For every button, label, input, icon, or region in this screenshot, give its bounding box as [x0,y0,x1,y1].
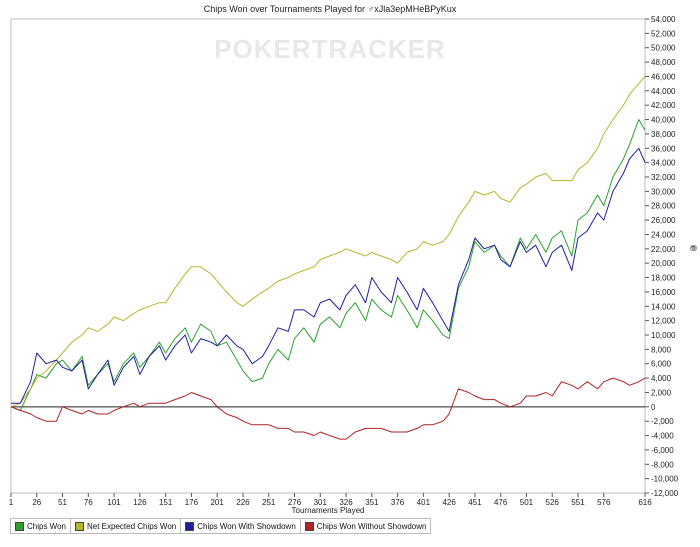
y-tick-label: -2,000 [651,417,674,426]
y-tick-label: 26,000 [651,216,676,225]
x-tick-label: 176 [185,498,199,507]
y-tick-label: 32,000 [651,173,676,182]
x-tick-label: 201 [210,498,224,507]
legend-label: Chips Won Without Showdown [316,521,427,531]
x-tick-label: 401 [417,498,431,507]
y-tick-label: 38,000 [651,130,676,139]
x-tick-label: 351 [365,498,379,507]
y-tick-label: 18,000 [651,274,676,283]
x-tick-label: 151 [159,498,173,507]
y-tick-label: 2,000 [651,388,672,397]
y-tick-label: 8,000 [651,345,672,354]
y-tick-label: 30,000 [651,187,676,196]
y-tick-label: 28,000 [651,202,676,211]
legend-item[interactable]: Chips Won Without Showdown [299,518,432,534]
x-tick-label: 501 [520,498,534,507]
y-tick-label: -8,000 [651,460,674,469]
x-tick-label: 226 [236,498,250,507]
x-tick-label: 301 [314,498,328,507]
legend-label: Chips Won With Showdown [197,521,296,531]
y-tick-label: -4,000 [651,432,674,441]
legend: Chips Won Net Expected Chips Won Chips Won… [10,518,432,534]
watermark: POKERTRACKER [214,34,446,64]
y-tick-label: 20,000 [651,259,676,268]
legend-item[interactable]: Chips Won With Showdown [180,518,301,534]
legend-item[interactable]: Net Expected Chips Won [69,518,182,534]
series-line-net-expected-chips-won [10,76,646,408]
x-tick-label: 126 [133,498,147,507]
y-tick-label: 24,000 [651,230,676,239]
x-tick-label: 451 [468,498,482,507]
y-tick-label: 34,000 [651,159,676,168]
x-tick-label: 276 [288,498,302,507]
player-icon: ♂ [367,4,375,14]
x-axis-label: Tournaments Played [292,506,365,515]
x-tick-label: 251 [262,498,276,507]
x-tick-label: 526 [546,498,560,507]
x-tick-label: 326 [339,498,353,507]
y-tick-label: 10,000 [651,331,676,340]
x-tick-label: 616 [638,498,652,507]
x-tick-label: 101 [107,498,121,507]
y-tick-label: 50,000 [651,44,676,53]
y-tick-label: 46,000 [651,72,676,81]
y-tick-label: 22,000 [651,245,676,254]
y-tick-label: -6,000 [651,446,674,455]
y-tick-label: 6,000 [651,360,672,369]
series-line-chips-won-without-showdown [10,377,646,440]
y-tick-label: 42,000 [651,101,676,110]
y-tick-label: 14,000 [651,302,676,311]
legend-swatch [304,521,314,531]
legend-label: Chips Won [27,521,66,531]
legend-swatch [185,521,195,531]
x-tick-label: 476 [494,498,508,507]
series-line-chips-won [10,119,646,411]
chart-title: Chips Won over Tournaments Played for ♂x… [0,4,660,14]
series-line-chips-won-with-showdown [11,147,646,404]
x-tick-label: 551 [571,498,585,507]
legend-label: Net Expected Chips Won [86,521,177,531]
x-tick-label: 376 [391,498,405,507]
y-axis-unit-icon: ⛃ [690,244,697,253]
y-tick-label: 4,000 [651,374,672,383]
chart-title-text: Chips Won over Tournaments Played for [203,4,368,14]
x-tick-label: 1 [9,498,14,507]
y-tick-label: 54,000 [651,15,676,24]
legend-item[interactable]: Chips Won [10,518,71,534]
y-tick-label: 12,000 [651,317,676,326]
x-tick-label: 51 [58,498,67,507]
y-tick-label: -10,000 [651,475,679,484]
legend-swatch [15,521,24,531]
y-tick-label: 0 [651,403,656,412]
legend-swatch [74,521,84,531]
x-tick-label: 576 [597,498,611,507]
y-tick-label: 48,000 [651,58,676,67]
player-name: xJla3epMHeBPyKux [374,4,457,14]
x-tick-label: 426 [442,498,456,507]
y-tick-label: 40,000 [651,116,676,125]
x-axis: 1 26 51 76 101 126 151 176 201 226 251 276 301 326 351… [9,493,652,507]
y-tick-label: 44,000 [651,87,676,96]
y-tick-label: -12,000 [651,489,679,498]
plot-area [10,18,646,494]
y-tick-label: 36,000 [651,144,676,153]
y-tick-label: 16,000 [651,288,676,297]
y-axis: -12,000 -10,000 -8,000 -6,000 -4,000 -2,000 0 2… [645,15,679,498]
x-tick-label: 76 [84,498,93,507]
y-tick-label: 52,000 [651,29,676,38]
x-tick-label: 26 [32,498,41,507]
series-layer [10,76,646,440]
